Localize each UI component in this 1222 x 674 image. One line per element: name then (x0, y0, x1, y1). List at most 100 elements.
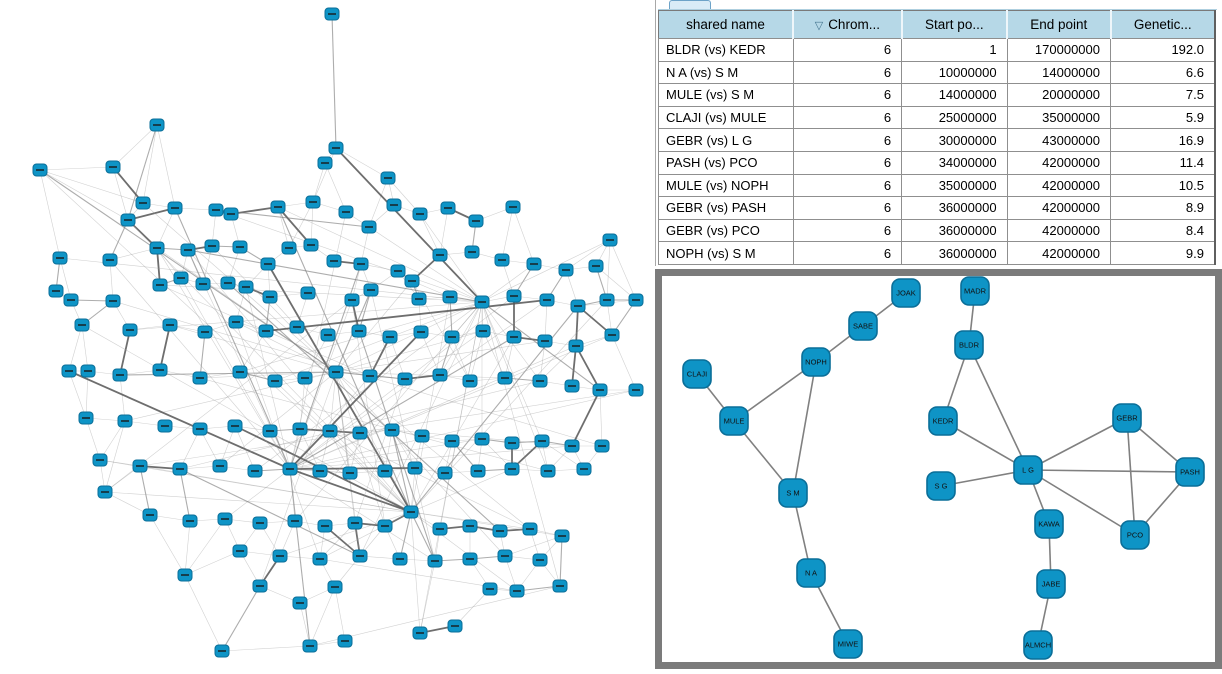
graph-node[interactable] (506, 330, 522, 344)
graph-node[interactable] (604, 328, 620, 342)
graph-node-pco[interactable]: PCO (1120, 520, 1150, 550)
graph-node[interactable] (628, 383, 644, 397)
graph-node[interactable] (564, 439, 580, 453)
graph-node[interactable] (312, 464, 328, 478)
graph-node-s-g[interactable]: S G (926, 471, 956, 501)
table-row[interactable]: BLDR (vs) KEDR 6 1 170000000 192.0 (658, 38, 1216, 62)
graph-node[interactable] (197, 325, 213, 339)
graph-node-claji[interactable]: CLAJI (682, 359, 712, 389)
graph-node[interactable] (152, 363, 168, 377)
graph-node[interactable] (592, 383, 608, 397)
col-header-end-point[interactable]: End point (1006, 10, 1111, 39)
graph-node[interactable] (177, 568, 193, 582)
graph-node[interactable] (352, 549, 368, 563)
graph-node[interactable] (505, 200, 521, 214)
graph-node[interactable] (48, 284, 64, 298)
graph-node[interactable] (411, 292, 427, 306)
graph-node[interactable] (602, 233, 618, 247)
graph-node[interactable] (475, 324, 491, 338)
table-row[interactable]: PASH (vs) PCO 6 34000000 42000000 11.4 (658, 150, 1216, 175)
detail-network-panel[interactable] (655, 269, 1222, 669)
graph-node[interactable] (344, 293, 360, 307)
graph-node[interactable] (552, 579, 568, 593)
graph-node[interactable] (78, 411, 94, 425)
graph-node[interactable] (462, 519, 478, 533)
graph-node[interactable] (232, 544, 248, 558)
graph-node-s-m[interactable]: S M (778, 478, 808, 508)
graph-node[interactable] (377, 519, 393, 533)
table-row[interactable]: MULE (vs) NOPH 6 35000000 42000000 10.5 (658, 173, 1216, 198)
graph-node[interactable] (570, 299, 586, 313)
graph-node-jabe[interactable]: JABE (1036, 569, 1066, 599)
graph-node[interactable] (282, 462, 298, 476)
graph-node[interactable] (347, 516, 363, 530)
col-header-chrom[interactable]: ▽ Chrom... (792, 10, 902, 39)
graph-node[interactable] (74, 318, 90, 332)
graph-node[interactable] (122, 323, 138, 337)
graph-node[interactable] (464, 245, 480, 259)
graph-node[interactable] (326, 254, 342, 268)
graph-node[interactable] (302, 639, 318, 653)
graph-node[interactable] (497, 549, 513, 563)
graph-node[interactable] (628, 293, 644, 307)
graph-node[interactable] (540, 464, 556, 478)
graph-node[interactable] (568, 339, 584, 353)
graph-node[interactable] (149, 241, 165, 255)
overview-network-canvas[interactable] (0, 0, 652, 669)
graph-node[interactable] (228, 315, 244, 329)
graph-node[interactable] (440, 201, 456, 215)
graph-node[interactable] (232, 240, 248, 254)
graph-node[interactable] (351, 324, 367, 338)
graph-node[interactable] (532, 553, 548, 567)
graph-node[interactable] (80, 364, 96, 378)
graph-node[interactable] (92, 453, 108, 467)
graph-node-kawa[interactable]: KAWA (1034, 509, 1064, 539)
graph-node[interactable] (192, 422, 208, 436)
graph-node[interactable] (167, 201, 183, 215)
graph-node[interactable] (303, 238, 319, 252)
graph-node[interactable] (362, 369, 378, 383)
graph-node[interactable] (105, 160, 121, 174)
graph-node[interactable] (162, 318, 178, 332)
filter-icon[interactable]: ▽ (814, 20, 824, 32)
graph-node-madr[interactable]: MADR (960, 276, 990, 306)
graph-node[interactable] (380, 171, 396, 185)
graph-node[interactable] (214, 644, 230, 658)
graph-node[interactable] (281, 241, 297, 255)
panel-tab[interactable] (669, 0, 711, 9)
graph-node[interactable] (212, 459, 228, 473)
graph-node[interactable] (305, 195, 321, 209)
graph-node[interactable] (412, 626, 428, 640)
graph-node[interactable] (353, 257, 369, 271)
overview-network-panel[interactable] (0, 0, 652, 669)
graph-node[interactable] (539, 293, 555, 307)
graph-node[interactable] (157, 419, 173, 433)
graph-node[interactable] (382, 330, 398, 344)
col-header-genetic[interactable]: Genetic... (1109, 10, 1215, 39)
table-row[interactable]: GEBR (vs) PASH 6 36000000 42000000 8.9 (658, 196, 1216, 220)
graph-node[interactable] (262, 290, 278, 304)
graph-node[interactable] (217, 512, 233, 526)
graph-node[interactable] (509, 584, 525, 598)
graph-node[interactable] (444, 330, 460, 344)
graph-node[interactable] (437, 466, 453, 480)
graph-node[interactable] (327, 580, 343, 594)
graph-node[interactable] (262, 424, 278, 438)
graph-node-joak[interactable]: JOAK (891, 278, 921, 308)
graph-node[interactable] (300, 286, 316, 300)
graph-node[interactable] (468, 214, 484, 228)
graph-node[interactable] (223, 207, 239, 221)
graph-node[interactable] (564, 379, 580, 393)
graph-node[interactable] (482, 582, 498, 596)
graph-node[interactable] (537, 334, 553, 348)
graph-node-miwe[interactable]: MIWE (833, 629, 863, 659)
graph-node-almch[interactable]: ALMCH (1023, 630, 1053, 660)
table-row[interactable]: N A (vs) S M 6 10000000 14000000 6.6 (658, 60, 1216, 85)
table-row[interactable]: GEBR (vs) L G 6 30000000 43000000 16.9 (658, 128, 1216, 152)
graph-node[interactable] (377, 464, 393, 478)
graph-node[interactable] (404, 274, 420, 288)
graph-node[interactable] (338, 205, 354, 219)
graph-node[interactable] (61, 364, 77, 378)
graph-node[interactable] (272, 549, 288, 563)
graph-node[interactable] (149, 118, 165, 132)
